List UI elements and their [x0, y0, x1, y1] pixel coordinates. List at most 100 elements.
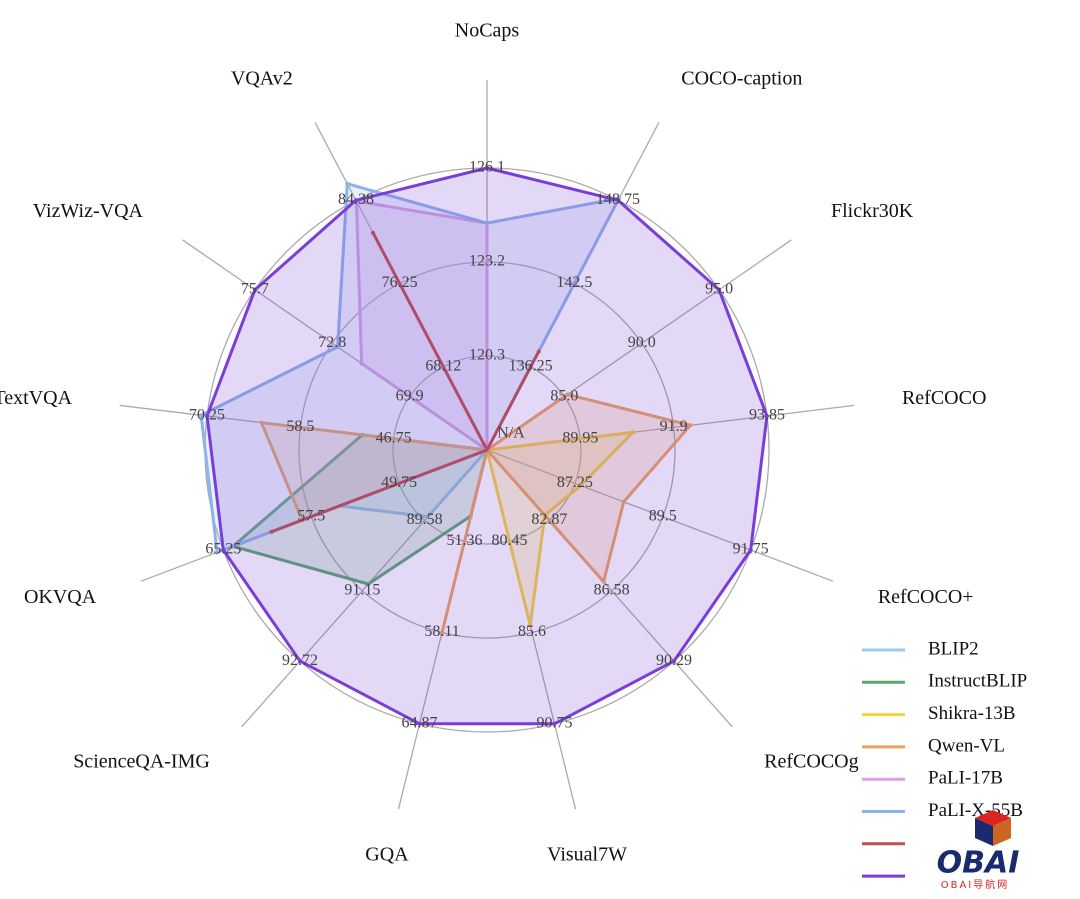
series-point [199, 413, 204, 418]
series-point [485, 221, 489, 226]
series-point [297, 659, 302, 664]
tick-label: 93.85 [749, 407, 785, 424]
series-point [269, 529, 274, 534]
tick-label: 65.25 [205, 541, 241, 558]
watermark: OBAI OBAI导航网 [937, 810, 1020, 891]
tick-label: 57.5 [297, 507, 325, 524]
tick-label: 84.38 [338, 191, 374, 208]
logo-shape [993, 818, 1011, 846]
series-point [345, 181, 350, 186]
tick-label: 120.3 [469, 347, 505, 364]
tick-label: 148.75 [596, 191, 640, 208]
series-area [485, 430, 635, 627]
tick-label: 95.0 [705, 280, 733, 297]
tick-label: 58.5 [286, 418, 314, 435]
tick-label: 91.15 [344, 581, 380, 598]
tick-label: 69.9 [396, 387, 424, 404]
logo-subtitle: OBAI导航网 [941, 878, 1010, 891]
tick-label: 123.2 [469, 253, 505, 270]
series-point [672, 659, 677, 664]
series-point [371, 230, 376, 235]
legend-label: Qwen-VL [928, 735, 1005, 756]
legend-label: PaLI-X-55B [928, 800, 1023, 821]
series-point [252, 287, 257, 292]
tick-label: 142.5 [556, 274, 592, 291]
center-label: N/A [497, 425, 525, 442]
axis-label: TextVQA [0, 387, 73, 409]
series-point [439, 631, 444, 636]
legend-label: PaLI-17B [928, 768, 1003, 789]
tick-label: 89.5 [649, 507, 677, 524]
axis-label: RefCOCO [902, 387, 986, 409]
series-point [616, 198, 621, 203]
tick-label: 75.7 [241, 280, 269, 297]
tick-label: 64.87 [402, 714, 438, 731]
series-point [366, 581, 371, 586]
series-point [565, 392, 570, 397]
axis-label: VQAv2 [231, 67, 293, 89]
tick-label: 85.0 [550, 387, 578, 404]
logo-shape [975, 818, 993, 846]
tick-label: 82.87 [531, 511, 567, 528]
tick-label: 92.72 [282, 652, 318, 669]
series-point [630, 430, 635, 435]
series-point [205, 414, 210, 419]
axis-label: RefCOCOg [764, 750, 858, 772]
legend: BLIP2 InstructBLIP Shikra-13B Qwen-VL PaLI-1… [862, 638, 1027, 878]
tick-label: 87.25 [557, 474, 593, 491]
tick-label: 85.6 [518, 623, 546, 640]
tick-label: 51.36 [447, 532, 483, 549]
axis-label: OKVQA [24, 586, 97, 608]
tick-label: 126.1 [469, 159, 505, 176]
axis-line [486, 449, 834, 582]
axis-label: COCO-caption [681, 67, 802, 89]
tick-label: 80.45 [491, 532, 527, 549]
tick-label: 136.25 [509, 357, 553, 374]
tick-label: 58.11 [424, 623, 459, 640]
series-point [578, 483, 583, 488]
legend-label: Shikra-13B [928, 703, 1016, 724]
axis-label: VizWiz-VQA [33, 200, 144, 222]
tick-label: 89.95 [562, 429, 598, 446]
series-point [748, 547, 753, 552]
series-areas [199, 166, 769, 726]
series-point [417, 721, 422, 726]
series-point [688, 423, 693, 428]
tick-label: 76.25 [382, 274, 418, 291]
series-point [528, 623, 533, 628]
tick-label: 70.25 [189, 407, 225, 424]
series-point [764, 414, 769, 419]
series-point [221, 547, 226, 552]
series-point [215, 550, 220, 555]
tick-label: 68.12 [425, 357, 461, 374]
tick-label: 91.9 [660, 418, 688, 435]
labels: NoCaps 120.3 123.2 126.1 COCO-caption 136.25 1… [0, 20, 986, 866]
series-point [353, 198, 358, 203]
series-point [335, 344, 340, 349]
legend-label: BLIP2 [928, 638, 979, 659]
tick-label: 91.75 [733, 541, 769, 558]
series-point [259, 420, 264, 425]
tick-label: 49.75 [381, 474, 417, 491]
series-point [425, 514, 430, 519]
series-point [717, 287, 722, 292]
legend-label: InstructBLIP [928, 671, 1027, 692]
tick-label: 46.75 [376, 429, 412, 446]
tick-label: 90.0 [628, 334, 656, 351]
series-point [359, 361, 364, 366]
tick-label: 86.58 [594, 581, 630, 598]
tick-label: 90.29 [656, 652, 692, 669]
axis-label: GQA [365, 843, 409, 865]
tick-label: 72.8 [318, 334, 346, 351]
logo-title: OBAI [937, 846, 1020, 881]
axis-label: ScienceQA-IMG [73, 750, 210, 772]
series-area [205, 166, 769, 726]
series-point [621, 499, 626, 504]
axis-label: RefCOCO+ [878, 586, 974, 608]
tick-label: 89.58 [407, 511, 443, 528]
axis-label: Flickr30K [831, 200, 914, 222]
axis-label: NoCaps [455, 20, 520, 42]
tick-label: 90.75 [536, 714, 572, 731]
series-point [552, 721, 557, 726]
